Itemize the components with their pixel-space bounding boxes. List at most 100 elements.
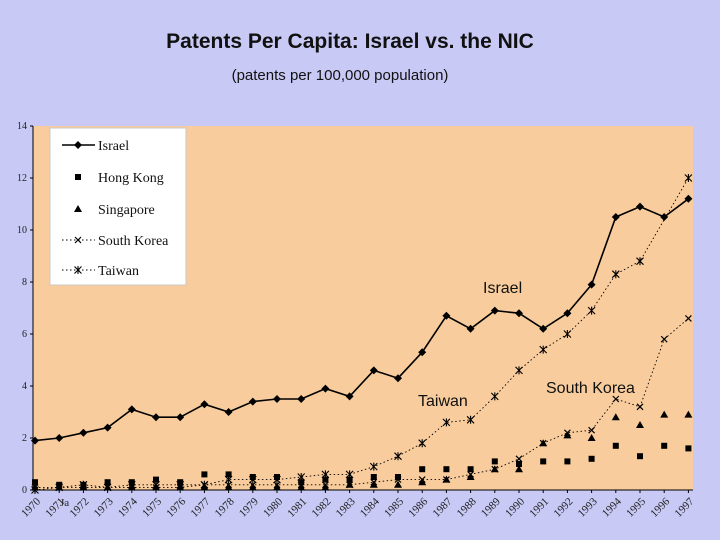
legend-item-israel: Israel bbox=[62, 139, 129, 154]
y-tick-label: 4 bbox=[22, 381, 27, 392]
data-point-taiwan bbox=[200, 480, 209, 489]
data-point-south-korea bbox=[249, 481, 257, 489]
legend-item-taiwan: Taiwan bbox=[62, 264, 139, 279]
data-point-singapore bbox=[684, 410, 693, 418]
x-tick-label: 1973 bbox=[92, 495, 116, 519]
data-point-taiwan bbox=[321, 470, 330, 479]
data-point-taiwan bbox=[684, 174, 693, 182]
data-point-south-korea bbox=[491, 465, 499, 473]
x-tick-label: 1980 bbox=[261, 495, 285, 519]
x-tick-label: 1993 bbox=[576, 495, 600, 519]
data-point-israel bbox=[660, 213, 669, 221]
data-point-south-korea bbox=[539, 439, 547, 447]
data-point-israel bbox=[587, 280, 596, 289]
data-point-singapore bbox=[273, 483, 281, 491]
data-point-israel bbox=[248, 397, 257, 406]
data-point-israel bbox=[490, 306, 499, 315]
legend-swatch-marker bbox=[74, 141, 82, 149]
data-point-israel bbox=[127, 405, 136, 414]
data-point-hong-kong bbox=[370, 474, 377, 480]
data-point-hong-kong bbox=[540, 458, 547, 465]
data-point-hong-kong bbox=[395, 474, 401, 480]
data-point-singapore bbox=[321, 483, 330, 491]
data-point-israel bbox=[55, 434, 64, 442]
data-point-taiwan bbox=[515, 366, 523, 375]
data-point-hong-kong bbox=[467, 466, 474, 473]
x-tick-label: 1996 bbox=[648, 495, 672, 519]
data-point-south-korea bbox=[467, 470, 475, 478]
legend-label-south-korea: South Korea bbox=[98, 234, 169, 249]
x-tick-label: 1975 bbox=[140, 495, 164, 519]
series-line-israel bbox=[34, 198, 689, 442]
legend-swatch-marker bbox=[74, 266, 82, 274]
data-point-south-korea bbox=[563, 429, 571, 437]
data-point-taiwan bbox=[176, 480, 185, 489]
data-point-hong-kong bbox=[104, 479, 111, 486]
x-tick-label: 1984 bbox=[358, 495, 382, 519]
data-point-taiwan bbox=[273, 475, 281, 484]
data-point-israel bbox=[442, 311, 451, 320]
data-point-south-korea bbox=[273, 481, 281, 489]
legend-swatch-marker bbox=[74, 205, 82, 212]
data-point-singapore bbox=[563, 431, 572, 439]
data-point-israel bbox=[563, 309, 572, 318]
chart-title: Patents Per Capita: Israel vs. the NIC bbox=[166, 30, 534, 53]
x-tick-label: 1970 bbox=[19, 495, 43, 519]
x-tick-label: 1995 bbox=[624, 495, 648, 519]
x-tick-label: 1989 bbox=[479, 495, 503, 519]
data-point-taiwan bbox=[466, 415, 475, 424]
data-point-hong-kong bbox=[443, 466, 450, 473]
legend-box bbox=[49, 127, 187, 286]
y-tick-label: 6 bbox=[22, 329, 27, 340]
data-point-singapore bbox=[297, 483, 306, 491]
data-point-taiwan bbox=[563, 330, 572, 338]
legend-swatch-marker bbox=[74, 236, 82, 244]
data-point-taiwan bbox=[539, 345, 548, 354]
y-tick-label: 10 bbox=[17, 225, 27, 236]
x-tick-label: 1972 bbox=[67, 496, 91, 520]
legend-label-israel: Israel bbox=[98, 139, 129, 154]
data-point-singapore bbox=[587, 434, 596, 441]
series-israel bbox=[31, 194, 693, 445]
x-tick-label: 1994 bbox=[600, 495, 624, 519]
y-tick-label: 0 bbox=[22, 485, 27, 496]
data-point-hong-kong bbox=[685, 445, 692, 452]
legend-label-singapore: Singapore bbox=[98, 203, 155, 218]
legend-label-hong-kong: Hong Kong bbox=[98, 171, 164, 186]
data-point-hong-kong bbox=[419, 466, 426, 473]
data-point-singapore bbox=[394, 480, 402, 488]
legend-item-south-korea: South Korea bbox=[62, 234, 169, 249]
data-point-south-korea bbox=[418, 476, 426, 484]
data-point-south-korea bbox=[636, 403, 644, 411]
data-point-taiwan bbox=[248, 475, 257, 484]
data-point-singapore bbox=[660, 410, 669, 418]
data-point-south-korea bbox=[321, 481, 329, 489]
data-point-singapore bbox=[611, 413, 620, 421]
annotation-taiwan: Taiwan bbox=[418, 393, 468, 410]
data-point-south-korea bbox=[660, 335, 668, 343]
y-tick-label: 12 bbox=[17, 173, 27, 184]
x-tick-label: 1981 bbox=[285, 496, 309, 520]
data-point-taiwan bbox=[224, 475, 233, 484]
x-tick-label: 1982 bbox=[309, 496, 333, 520]
x-tick-label: 1983 bbox=[334, 495, 358, 519]
data-point-hong-kong bbox=[298, 479, 305, 486]
data-point-taiwan bbox=[611, 270, 620, 279]
x-tick-label: 1997 bbox=[672, 495, 696, 519]
data-point-singapore bbox=[369, 480, 378, 488]
data-point-israel bbox=[103, 423, 112, 432]
data-point-south-korea bbox=[346, 481, 354, 489]
data-point-hong-kong bbox=[201, 471, 208, 478]
data-point-israel bbox=[636, 202, 644, 211]
data-point-israel bbox=[345, 392, 354, 401]
data-point-singapore bbox=[418, 478, 427, 486]
data-point-taiwan bbox=[345, 470, 354, 479]
data-point-taiwan bbox=[418, 439, 427, 448]
data-point-israel bbox=[31, 436, 39, 445]
series-line-taiwan bbox=[34, 177, 689, 491]
data-point-singapore bbox=[636, 421, 644, 428]
x-tick-label: 1987 bbox=[430, 495, 454, 519]
data-point-israel bbox=[200, 400, 209, 409]
data-point-taiwan bbox=[127, 480, 136, 489]
